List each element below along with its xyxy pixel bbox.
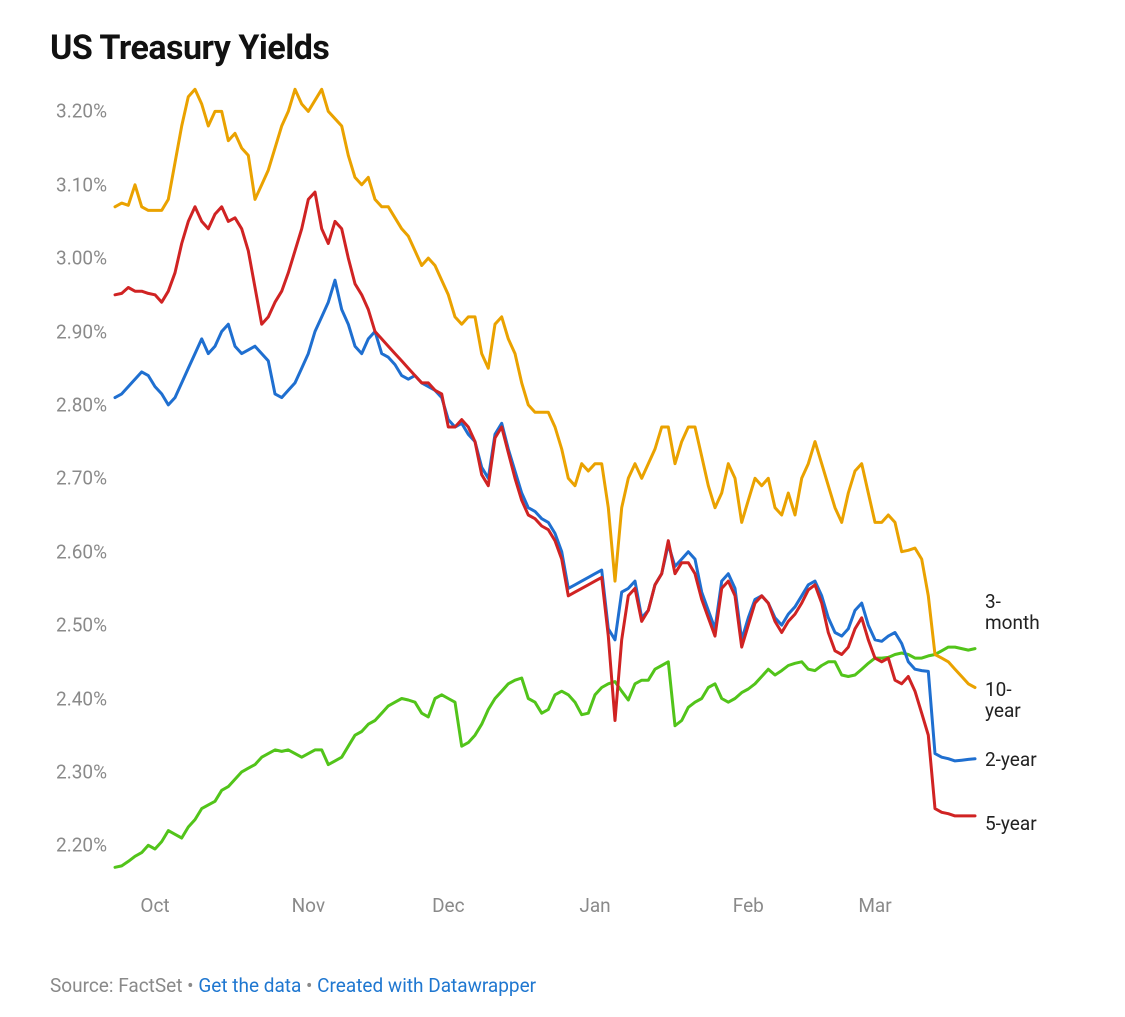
y-tick-label: 3.10%	[56, 173, 115, 196]
x-axis: Oct Nov Dec Jan Feb Mar	[115, 882, 975, 932]
x-tick-label: Jan	[579, 894, 610, 917]
y-tick-label: 2.90%	[56, 320, 115, 343]
x-tick-label: Dec	[432, 894, 465, 917]
x-tick-label: Mar	[858, 894, 891, 917]
y-tick-label: 2.70%	[56, 467, 115, 490]
series-label-five_year: 5-year	[985, 814, 1037, 835]
chart-container: US Treasury Yields 2.20% 2.30% 2.40% 2.50% 2…	[0, 0, 1125, 1017]
x-tick-label: Feb	[733, 894, 764, 917]
y-tick-label: 2.20%	[56, 834, 115, 857]
chart-footer: Source: FactSet • Get the data • Created…	[50, 974, 536, 997]
line-series-svg	[115, 82, 975, 882]
footer-sep-1: •	[182, 974, 198, 997]
footer-source: FactSet	[118, 974, 182, 997]
series-label-three_month: 3- month	[985, 592, 1040, 634]
y-tick-label: 2.40%	[56, 687, 115, 710]
x-tick-label: Oct	[140, 894, 169, 917]
chart-area: 2.20% 2.30% 2.40% 2.50% 2.60% 2.70% 2.80% 2.90%…	[50, 82, 1095, 952]
y-tick-label: 3.20%	[56, 100, 115, 123]
footer-link-data[interactable]: Get the data	[198, 974, 301, 997]
y-tick-label: 3.00%	[56, 247, 115, 270]
series-two_year	[115, 280, 975, 761]
series-label-two_year: 2-year	[985, 750, 1037, 771]
y-tick-label: 2.30%	[56, 760, 115, 783]
y-tick-label: 2.60%	[56, 540, 115, 563]
footer-sep-2: •	[301, 974, 317, 997]
plot-region: 2.20%2.30%2.40%2.50%2.60%2.70%2.80%2.90%…	[115, 82, 975, 882]
chart-title: US Treasury Yields	[50, 28, 1095, 68]
footer-link-dw[interactable]: Created with Datawrapper	[317, 974, 536, 997]
series-label-ten_year: 10- year	[985, 680, 1021, 722]
y-tick-label: 2.80%	[56, 393, 115, 416]
series-three_month	[115, 647, 975, 867]
footer-source-prefix: Source:	[50, 974, 118, 997]
y-tick-label: 2.50%	[56, 614, 115, 637]
x-tick-label: Nov	[292, 894, 325, 917]
series-ten_year	[115, 89, 975, 687]
